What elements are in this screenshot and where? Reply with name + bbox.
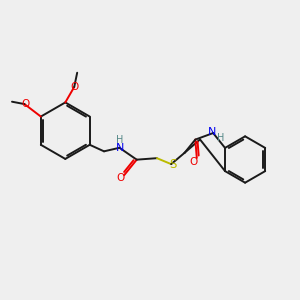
Text: N: N — [208, 128, 217, 137]
Text: O: O — [21, 99, 29, 109]
Text: O: O — [190, 157, 198, 167]
Text: O: O — [116, 173, 125, 183]
Text: H: H — [116, 135, 124, 145]
Text: N: N — [116, 143, 124, 153]
Text: O: O — [70, 82, 78, 92]
Text: S: S — [169, 158, 176, 171]
Text: H: H — [217, 134, 224, 143]
